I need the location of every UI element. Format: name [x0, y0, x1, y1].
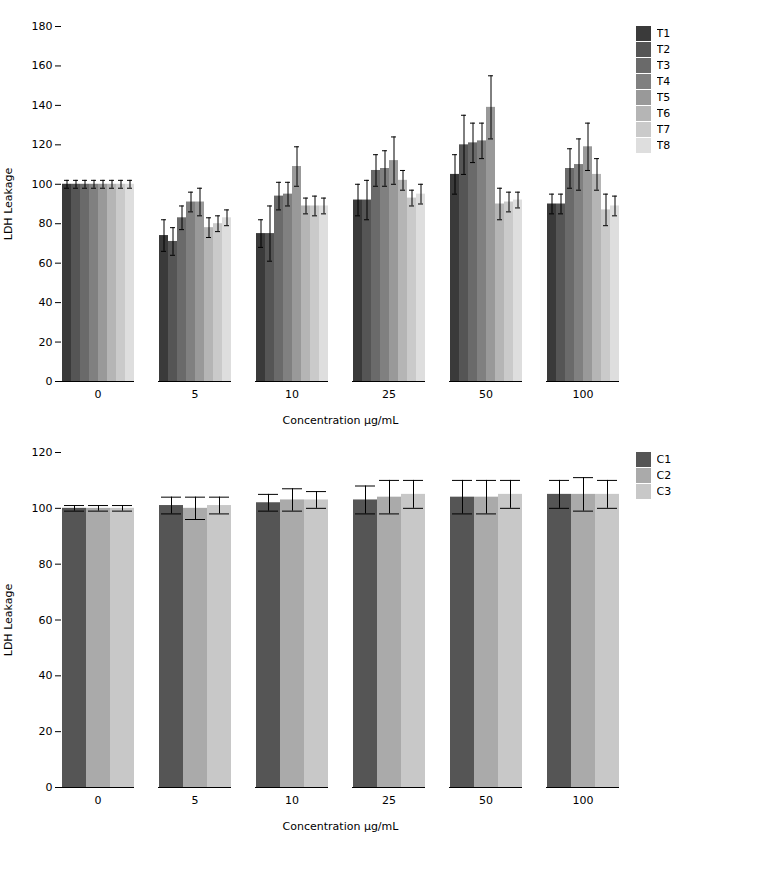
svg-text:100: 100 [32, 178, 53, 191]
html-text:T7: T7 [656, 123, 671, 136]
html-text:T4: T4 [656, 75, 671, 88]
svg-text:0: 0 [46, 375, 53, 388]
svg-text:120: 120 [32, 446, 53, 459]
svg-text:40: 40 [39, 669, 53, 682]
svg-text:50: 50 [479, 794, 493, 807]
svg-text:0: 0 [95, 794, 102, 807]
svg-text:100: 100 [573, 794, 594, 807]
html-text:T1: T1 [656, 27, 671, 40]
svg-text:5: 5 [192, 388, 199, 401]
svg-text:100: 100 [573, 388, 594, 401]
html-text:T6: T6 [656, 107, 671, 120]
html-text:T8: T8 [656, 139, 671, 152]
html-text:T3: T3 [656, 59, 671, 72]
svg-text:25: 25 [382, 388, 396, 401]
svg-text:50: 50 [479, 388, 493, 401]
svg-text:10: 10 [285, 794, 299, 807]
svg-text:25: 25 [382, 794, 396, 807]
html-text:C2: C2 [656, 469, 672, 482]
svg-text:40: 40 [39, 296, 53, 309]
svg-text:80: 80 [39, 558, 53, 571]
svg-text:160: 160 [32, 59, 53, 72]
svg-text:20: 20 [39, 725, 53, 738]
html-text:T5: T5 [656, 91, 671, 104]
html-text:C3: C3 [656, 485, 672, 498]
svg-text:0: 0 [95, 388, 102, 401]
svg-text:LDH Leakage: LDH Leakage [2, 584, 15, 657]
svg-text:60: 60 [39, 257, 53, 270]
svg-text:Concentration μg/mL: Concentration μg/mL [283, 414, 400, 427]
svg-text:10: 10 [285, 388, 299, 401]
svg-text:100: 100 [32, 502, 53, 515]
svg-text:180: 180 [32, 20, 53, 33]
svg-text:20: 20 [39, 336, 53, 349]
html-text:T2: T2 [656, 43, 671, 56]
svg-text:0: 0 [46, 781, 53, 794]
svg-text:LDH Leakage: LDH Leakage [2, 168, 15, 241]
svg-text:5: 5 [192, 794, 199, 807]
svg-text:80: 80 [39, 217, 53, 230]
html-text:C1: C1 [656, 453, 672, 466]
svg-text:120: 120 [32, 138, 53, 151]
svg-text:Concentration μg/mL: Concentration μg/mL [283, 820, 400, 833]
svg-text:60: 60 [39, 614, 53, 627]
svg-text:140: 140 [32, 99, 53, 112]
